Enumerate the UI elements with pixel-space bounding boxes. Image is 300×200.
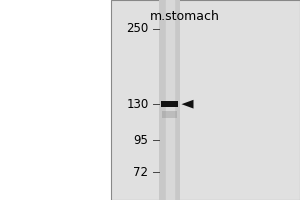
Text: 72: 72 bbox=[134, 166, 148, 179]
Text: m.stomach: m.stomach bbox=[150, 10, 219, 23]
Text: 95: 95 bbox=[134, 134, 148, 147]
Bar bbox=[159, 0, 180, 200]
Text: 250: 250 bbox=[126, 22, 148, 35]
Bar bbox=[111, 0, 300, 200]
Bar bbox=[162, 111, 177, 118]
Text: 130: 130 bbox=[126, 98, 148, 111]
Bar bbox=[0, 0, 111, 200]
Bar bbox=[160, 101, 178, 107]
Polygon shape bbox=[182, 100, 194, 109]
